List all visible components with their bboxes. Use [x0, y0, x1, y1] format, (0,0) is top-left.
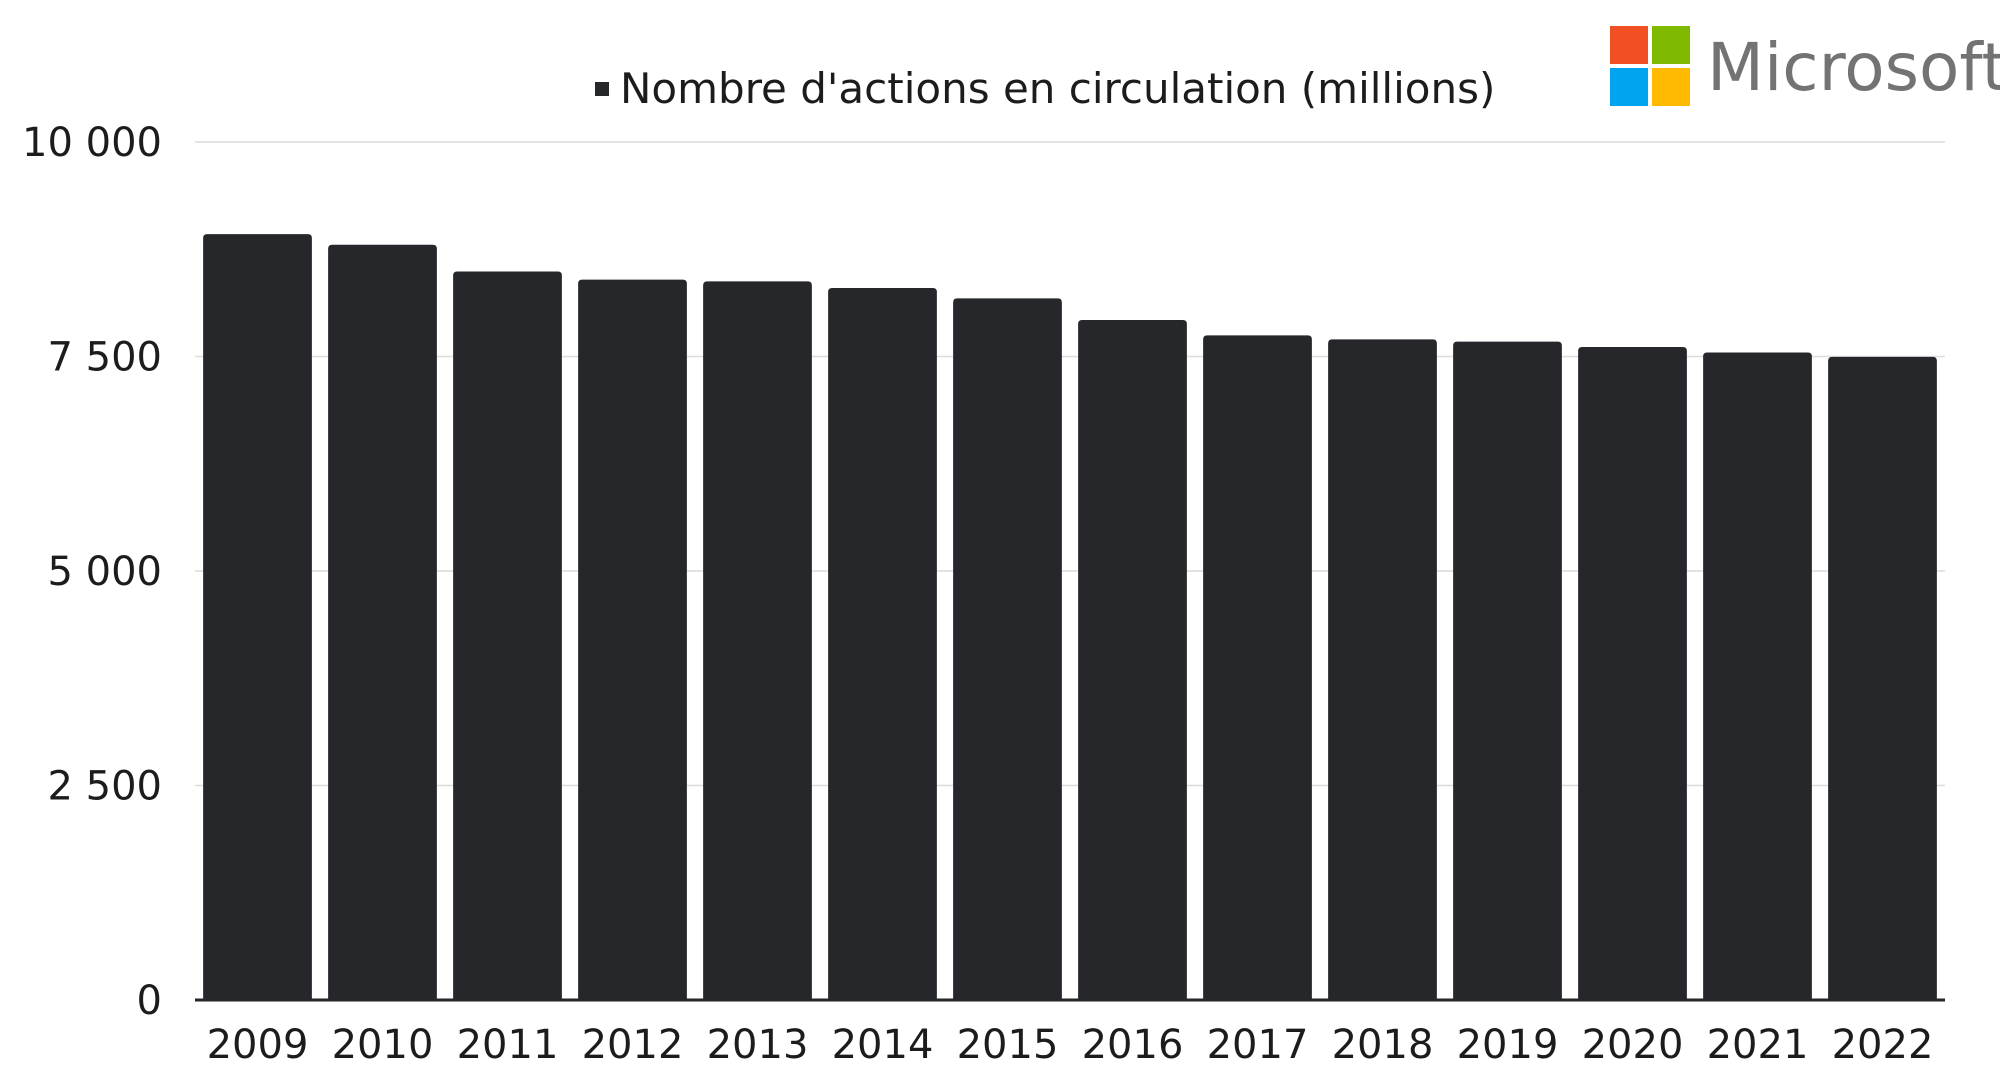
logo-square-yellow — [1652, 68, 1690, 106]
bar-2015 — [953, 298, 1062, 1000]
y-tick-label: 5 000 — [47, 549, 162, 595]
bar-2017 — [1203, 335, 1312, 1000]
x-tick-label: 2021 — [1707, 1022, 1809, 1068]
legend-label: Nombre d'actions en circulation (million… — [620, 64, 1495, 113]
bar-2010 — [328, 244, 437, 1000]
x-tick-label: 2009 — [207, 1022, 309, 1068]
bar-2022 — [1828, 356, 1937, 1000]
brand-name: Microsoft — [1707, 29, 2000, 106]
bar-2016 — [1078, 320, 1187, 1000]
microsoft-logo: Microsoft — [1610, 26, 2000, 106]
x-tick-label: 2011 — [457, 1022, 559, 1068]
y-tick-label: 10 000 — [22, 120, 162, 166]
x-axis: 2009 2010 2011 2012 2013 2014 2015 2016 2017 2018… — [207, 1022, 1934, 1068]
legend: Nombre d'actions en circulation (million… — [595, 64, 1495, 113]
y-tick-label: 0 — [137, 978, 162, 1024]
bar-2013 — [703, 281, 812, 1000]
bar-2021 — [1703, 352, 1812, 1000]
x-tick-label: 2015 — [957, 1022, 1059, 1068]
logo-square-blue — [1610, 68, 1648, 106]
bar-2020 — [1578, 347, 1687, 1000]
x-tick-label: 2010 — [332, 1022, 434, 1068]
logo-square-green — [1652, 26, 1690, 64]
bars — [203, 234, 1937, 1001]
x-tick-label: 2020 — [1582, 1022, 1684, 1068]
bar-2011 — [453, 271, 562, 1001]
y-axis: 0 2 500 5 000 7 500 10 000 — [22, 120, 162, 1024]
x-tick-label: 2014 — [832, 1022, 934, 1068]
legend-swatch — [595, 82, 609, 96]
y-tick-label: 2 500 — [47, 764, 162, 810]
y-tick-label: 7 500 — [47, 335, 162, 381]
bar-2019 — [1453, 341, 1562, 1000]
x-tick-label: 2019 — [1457, 1022, 1559, 1068]
x-tick-label: 2018 — [1332, 1022, 1434, 1068]
logo-square-red — [1610, 26, 1648, 64]
bar-2018 — [1328, 339, 1437, 1001]
bar-2014 — [828, 287, 937, 1000]
x-tick-label: 2016 — [1082, 1022, 1184, 1068]
x-tick-label: 2013 — [707, 1022, 809, 1068]
bar-2012 — [578, 279, 687, 1001]
bar-2009 — [203, 234, 312, 1000]
x-tick-label: 2012 — [582, 1022, 684, 1068]
x-tick-label: 2017 — [1207, 1022, 1309, 1068]
x-tick-label: 2022 — [1832, 1022, 1934, 1068]
